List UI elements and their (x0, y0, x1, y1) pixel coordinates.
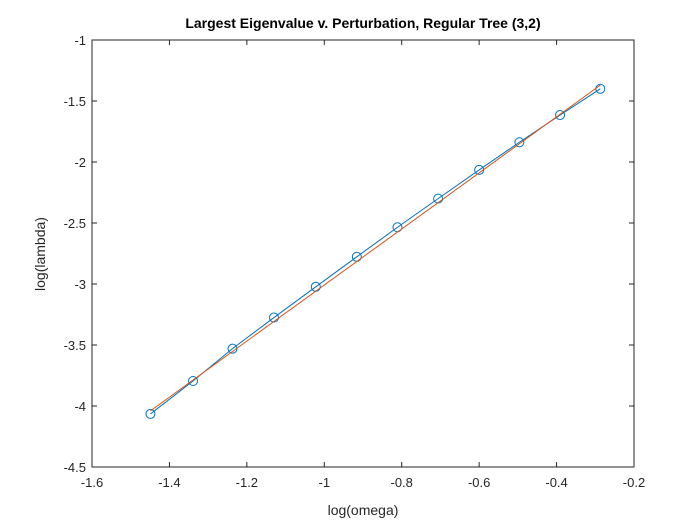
y-tick-label: -3 (74, 277, 86, 292)
series-1-point (555, 110, 566, 121)
y-tick-label: -4.5 (64, 460, 86, 475)
y-tick-label: -2 (74, 155, 86, 170)
chart-title: Largest Eigenvalue v. Perturbation, Regu… (185, 15, 540, 31)
series-1-line (150, 88, 601, 415)
x-tick-label: -0.2 (623, 475, 645, 490)
x-tick-label: -1.4 (158, 475, 180, 490)
x-tick-label: -0.8 (391, 475, 413, 490)
x-tick-label: -1 (319, 475, 331, 490)
y-axis-label: log(lambda) (32, 217, 48, 291)
series-1-point (145, 408, 156, 419)
x-tick-label: -1.2 (236, 475, 258, 490)
y-tick-label: -3.5 (64, 338, 86, 353)
series-layer (145, 83, 606, 419)
y-tick-label: -1 (74, 33, 86, 48)
x-axis-label: log(omega) (328, 502, 399, 518)
series-2-line (150, 84, 601, 412)
x-tick-label: -0.4 (545, 475, 567, 490)
y-tick-label: -4 (74, 399, 86, 414)
y-tick-label: -1.5 (64, 94, 86, 109)
series-1-point (514, 137, 525, 148)
axes-box (91, 39, 635, 468)
x-tick-label: -0.6 (468, 475, 490, 490)
x-tick-label: -1.6 (81, 475, 103, 490)
y-tick-label: -2.5 (64, 216, 86, 231)
axes-layer: -1.6 -1.4 -1.2 -1 -0.8 -0.6 -0.4 -0.2 -4.5 -4 -3.5… (64, 33, 646, 490)
series-1-point (188, 375, 199, 386)
plot-area (92, 40, 634, 467)
